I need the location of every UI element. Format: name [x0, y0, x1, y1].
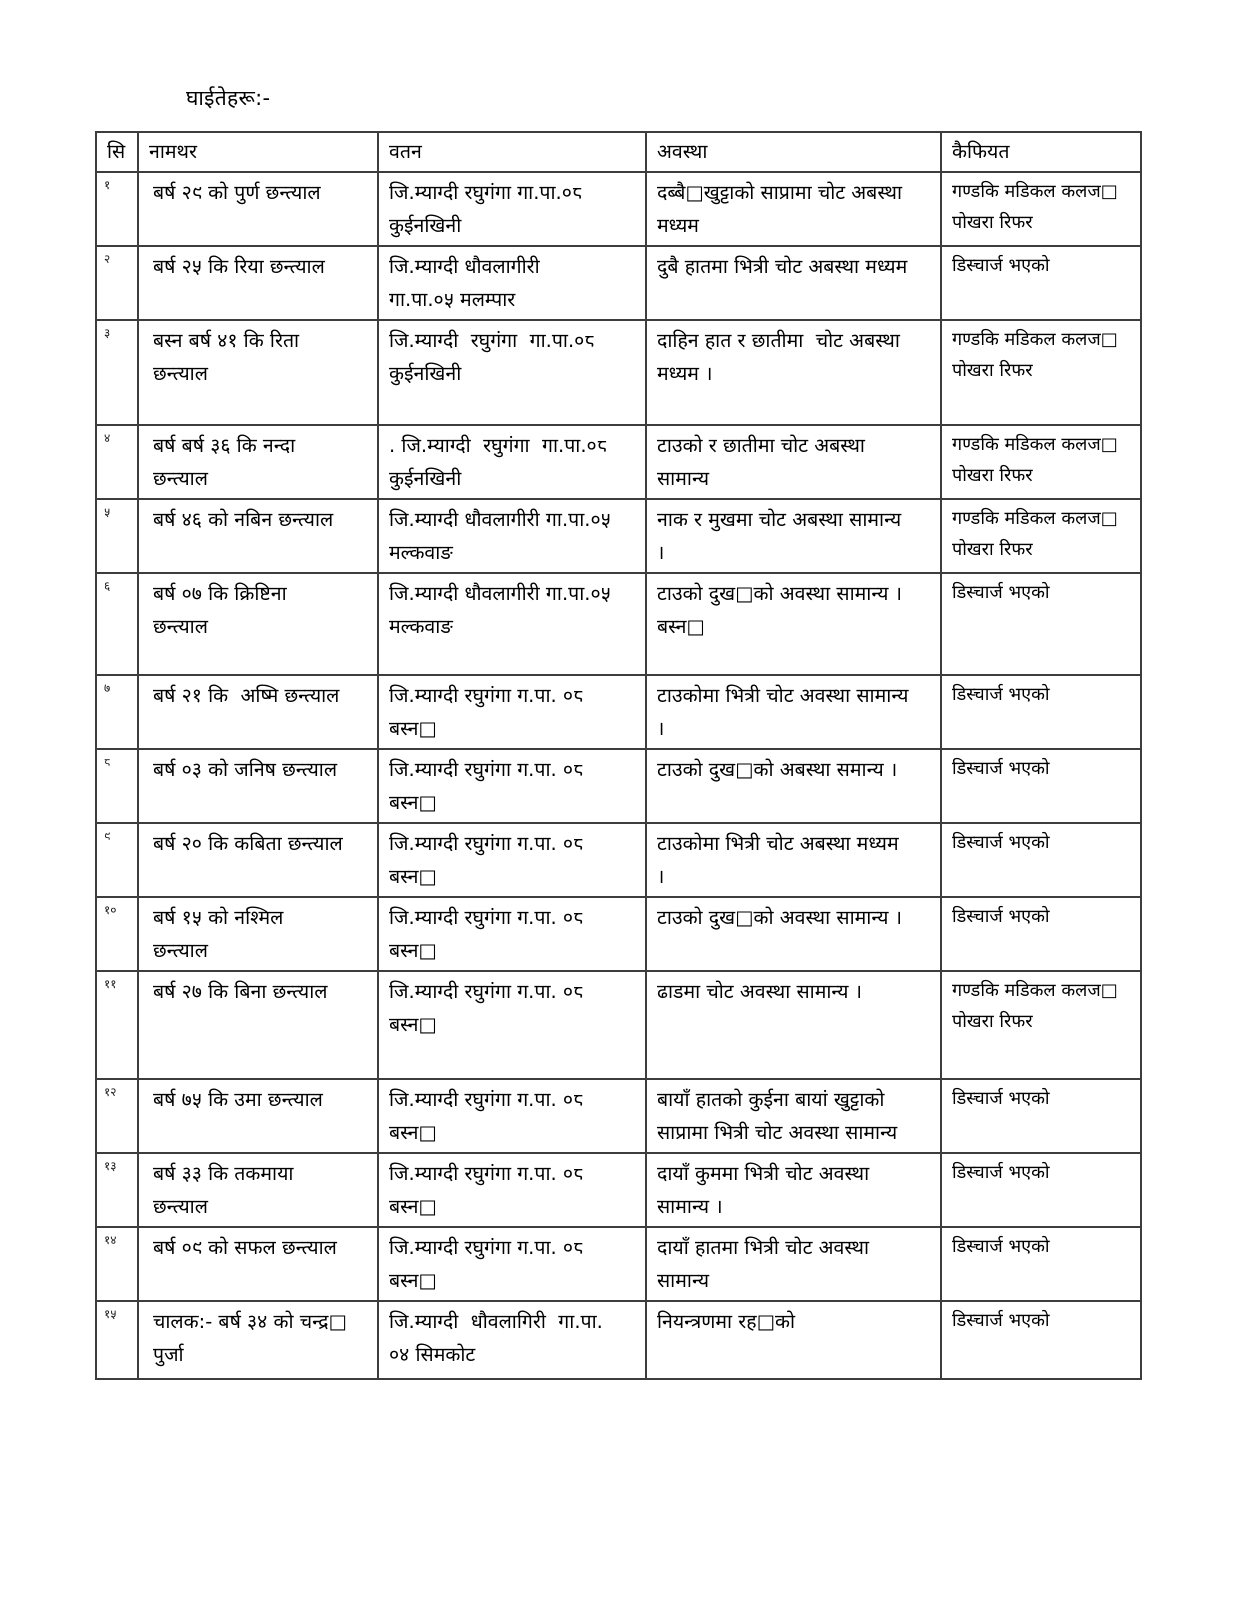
table-row: ९ बर्ष २० कि कबिता छन्त्याल जि.म्याग्दी …: [95, 822, 1142, 898]
name-cell: बर्ष ०९ को सफल छन्त्याल: [137, 1226, 379, 1302]
name-cell: बर्ष ०७ कि क्रिष्टिना छन्त्याल: [137, 572, 379, 676]
condition-cell: टाउको दुख□को अवस्था सामान्य । बस्न□: [645, 572, 942, 676]
table-row: १३ बर्ष ३३ कि तकमाया छन्त्याल जि.म्याग्द…: [95, 1152, 1142, 1228]
name-cell: बर्ष २७ कि बिना छन्त्याल: [137, 970, 379, 1080]
remark-cell: डिस्चार्ज भएको: [940, 822, 1142, 898]
condition-cell: ढाडमा चोट अवस्था सामान्य ।: [645, 970, 942, 1080]
name-cell: बर्ष २० कि कबिता छन्त्याल: [137, 822, 379, 898]
table-row: ४ बर्ष बर्ष ३६ कि नन्दा छन्त्याल . जि.म्…: [95, 424, 1142, 500]
name-cell: बर्ष २१ कि अष्मि छन्त्याल: [137, 674, 379, 750]
remark-cell: डिस्चार्ज भएको: [940, 748, 1142, 824]
name-cell: बर्ष १५ को नश्मिल छन्त्याल: [137, 896, 379, 972]
serial-cell: १५: [95, 1300, 139, 1380]
watan-cell: . जि.म्याग्दी रघुगंगा गा.पा.०८ कुईनखिनी: [377, 424, 647, 500]
header-condition: अवस्था: [645, 131, 942, 173]
header-watan: वतन: [377, 131, 647, 173]
condition-cell: टाउकोमा भित्री चोट अवस्था सामान्य ।: [645, 674, 942, 750]
remark-cell: गण्डकि मडिकल कलज□ पोखरा रिफर: [940, 970, 1142, 1080]
condition-cell: दायाँ कुममा भित्री चोट अवस्था सामान्य ।: [645, 1152, 942, 1228]
watan-cell: जि.म्याग्दी रघुगंगा ग.पा. ०८ बस्न□: [377, 1078, 647, 1154]
watan-cell: जि.म्याग्दी रघुगंगा ग.पा. ०८ बस्न□: [377, 748, 647, 824]
table-row: १२ बर्ष ७५ कि उमा छन्त्याल जि.म्याग्दी र…: [95, 1078, 1142, 1154]
table-row: ८ बर्ष ०३ को जनिष छन्त्याल जि.म्याग्दी र…: [95, 748, 1142, 824]
condition-cell: बायाँ हातको कुईना बायां खुट्टाको साप्राम…: [645, 1078, 942, 1154]
injured-persons-table: सि नामथर वतन अवस्था कैफियत १ बर्ष २९ को …: [95, 131, 1142, 1380]
remark-cell: डिस्चार्ज भएको: [940, 572, 1142, 676]
condition-cell: दाहिन हात र छातीमा चोट अबस्था मध्यम ।: [645, 319, 942, 426]
name-cell: बर्ष ३३ कि तकमाया छन्त्याल: [137, 1152, 379, 1228]
watan-cell: जि.म्याग्दी धौवलागीरी गा.पा.०५ मल्कवाङ: [377, 498, 647, 574]
condition-cell: दायाँ हातमा भित्री चोट अवस्था सामान्य: [645, 1226, 942, 1302]
condition-cell: नियन्त्रणमा रह□को: [645, 1300, 942, 1380]
serial-cell: ६: [95, 572, 139, 676]
serial-cell: ३: [95, 319, 139, 426]
serial-cell: ८: [95, 748, 139, 824]
condition-cell: टाउको दुख□को अवस्था सामान्य ।: [645, 896, 942, 972]
watan-cell: जि.म्याग्दी धौवलागीरी गा.पा.०५ मल्कवाङ: [377, 572, 647, 676]
condition-cell: दुबै हातमा भित्री चोट अबस्था मध्यम: [645, 245, 942, 321]
table-row: ७ बर्ष २१ कि अष्मि छन्त्याल जि.म्याग्दी …: [95, 674, 1142, 750]
table-row: १४ बर्ष ०९ को सफल छन्त्याल जि.म्याग्दी र…: [95, 1226, 1142, 1302]
condition-cell: नाक र मुखमा चोट अबस्था सामान्य ।: [645, 498, 942, 574]
condition-cell: दब्बै□खुट्टाको साप्रामा चोट अबस्था मध्यम: [645, 171, 942, 247]
serial-cell: १४: [95, 1226, 139, 1302]
remark-cell: गण्डकि मडिकल कलज□ पोखरा रिफर: [940, 319, 1142, 426]
name-cell: बर्ष २९ को पुर्ण छन्त्याल: [137, 171, 379, 247]
watan-cell: जि.म्याग्दी धौवलागिरी गा.पा. ०४ सिमकोट: [377, 1300, 647, 1380]
remark-cell: डिस्चार्ज भएको: [940, 896, 1142, 972]
name-cell: बर्ष ७५ कि उमा छन्त्याल: [137, 1078, 379, 1154]
serial-cell: ७: [95, 674, 139, 750]
remark-cell: डिस्चार्ज भएको: [940, 245, 1142, 321]
watan-cell: जि.म्याग्दी रघुगंगा ग.पा. ०८ बस्न□: [377, 896, 647, 972]
table-row: ३ बस्न बर्ष ४१ कि रिता छन्त्याल जि.म्याग…: [95, 319, 1142, 426]
watan-cell: जि.म्याग्दी रघुगंगा ग.पा. ०८ बस्न□: [377, 822, 647, 898]
serial-cell: ९: [95, 822, 139, 898]
name-cell: चालक:- बर्ष ३४ को चन्द्र□ पुर्जा: [137, 1300, 379, 1380]
name-cell: बर्ष ४६ को नबिन छन्त्याल: [137, 498, 379, 574]
condition-cell: टाउकोमा भित्री चोट अबस्था मध्यम ।: [645, 822, 942, 898]
remark-cell: डिस्चार्ज भएको: [940, 1078, 1142, 1154]
page-title: घाईतेहरू:-: [186, 86, 271, 110]
serial-cell: १२: [95, 1078, 139, 1154]
remark-cell: डिस्चार्ज भएको: [940, 1226, 1142, 1302]
condition-cell: टाउको दुख□को अबस्था समान्य ।: [645, 748, 942, 824]
remark-cell: गण्डकि मडिकल कलज□ पोखरा रिफर: [940, 171, 1142, 247]
remark-cell: डिस्चार्ज भएको: [940, 674, 1142, 750]
table-row: ५ बर्ष ४६ को नबिन छन्त्याल जि.म्याग्दी ध…: [95, 498, 1142, 574]
watan-cell: जि.म्याग्दी रघुगंगा ग.पा. ०८ बस्न□: [377, 1152, 647, 1228]
table-row: ६ बर्ष ०७ कि क्रिष्टिना छन्त्याल जि.म्या…: [95, 572, 1142, 676]
watan-cell: जि.म्याग्दी रघुगंगा ग.पा. ०८ बस्न□: [377, 674, 647, 750]
name-cell: बर्ष २५ कि रिया छन्त्याल: [137, 245, 379, 321]
remark-cell: गण्डकि मडिकल कलज□ पोखरा रिफर: [940, 424, 1142, 500]
serial-cell: २: [95, 245, 139, 321]
serial-cell: १: [95, 171, 139, 247]
table-row: ११ बर्ष २७ कि बिना छन्त्याल जि.म्याग्दी …: [95, 970, 1142, 1080]
serial-cell: १०: [95, 896, 139, 972]
table-row: १५ चालक:- बर्ष ३४ को चन्द्र□ पुर्जा जि.म…: [95, 1300, 1142, 1380]
serial-cell: ११: [95, 970, 139, 1080]
watan-cell: जि.म्याग्दी रघुगंगा ग.पा. ०८ बस्न□: [377, 1226, 647, 1302]
serial-cell: १३: [95, 1152, 139, 1228]
name-cell: बर्ष बर्ष ३६ कि नन्दा छन्त्याल: [137, 424, 379, 500]
watan-cell: जि.म्याग्दी रघुगंगा गा.पा.०८ कुईनखिनी: [377, 319, 647, 426]
name-cell: बर्ष ०३ को जनिष छन्त्याल: [137, 748, 379, 824]
serial-cell: ४: [95, 424, 139, 500]
condition-cell: टाउको र छातीमा चोट अबस्था सामान्य: [645, 424, 942, 500]
remark-cell: गण्डकि मडिकल कलज□ पोखरा रिफर: [940, 498, 1142, 574]
watan-cell: जि.म्याग्दी रघुगंगा गा.पा.०८ कुईनखिनी: [377, 171, 647, 247]
watan-cell: जि.म्याग्दी रघुगंगा ग.पा. ०८ बस्न□: [377, 970, 647, 1080]
remark-cell: डिस्चार्ज भएको: [940, 1152, 1142, 1228]
header-serial: सि: [95, 131, 139, 173]
table-header-row: सि नामथर वतन अवस्था कैफियत: [95, 131, 1142, 173]
watan-cell: जि.म्याग्दी धौवलागीरी गा.पा.०५ मलम्पार: [377, 245, 647, 321]
table-row: १ बर्ष २९ को पुर्ण छन्त्याल जि.म्याग्दी …: [95, 171, 1142, 247]
remark-cell: डिस्चार्ज भएको: [940, 1300, 1142, 1380]
header-name: नामथर: [137, 131, 379, 173]
serial-cell: ५: [95, 498, 139, 574]
name-cell: बस्न बर्ष ४१ कि रिता छन्त्याल: [137, 319, 379, 426]
header-remark: कैफियत: [940, 131, 1142, 173]
table-row: १० बर्ष १५ को नश्मिल छन्त्याल जि.म्याग्द…: [95, 896, 1142, 972]
table-row: २ बर्ष २५ कि रिया छन्त्याल जि.म्याग्दी ध…: [95, 245, 1142, 321]
